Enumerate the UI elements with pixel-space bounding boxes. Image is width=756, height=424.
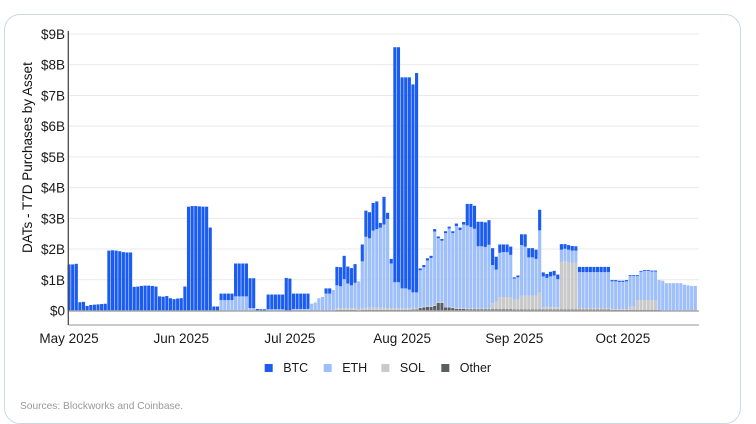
- svg-text:$5B: $5B: [41, 150, 65, 165]
- svg-text:Oct 2025: Oct 2025: [596, 331, 651, 346]
- svg-text:ETH: ETH: [342, 361, 367, 375]
- svg-text:$6B: $6B: [41, 119, 65, 134]
- svg-text:Sources: Blockworks and Coinba: Sources: Blockworks and Coinbase.: [20, 401, 183, 412]
- svg-text:SOL: SOL: [400, 361, 425, 375]
- svg-text:Aug 2025: Aug 2025: [373, 331, 431, 346]
- svg-text:$7B: $7B: [41, 88, 65, 103]
- svg-text:$2B: $2B: [41, 242, 65, 257]
- svg-text:$9B: $9B: [41, 27, 65, 42]
- svg-text:BTC: BTC: [283, 361, 308, 375]
- svg-text:Sep 2025: Sep 2025: [485, 331, 543, 346]
- svg-text:Jul 2025: Jul 2025: [264, 331, 315, 346]
- svg-text:$1B: $1B: [41, 273, 65, 288]
- svg-text:DATs - T7D Purchases by Asset: DATs - T7D Purchases by Asset: [20, 62, 35, 253]
- svg-text:May 2025: May 2025: [39, 331, 98, 346]
- svg-text:$8B: $8B: [41, 58, 65, 73]
- svg-text:$0: $0: [50, 304, 65, 319]
- svg-text:Jun 2025: Jun 2025: [153, 331, 209, 346]
- svg-text:$4B: $4B: [41, 181, 65, 196]
- svg-text:Other: Other: [460, 361, 491, 375]
- svg-text:$3B: $3B: [41, 211, 65, 226]
